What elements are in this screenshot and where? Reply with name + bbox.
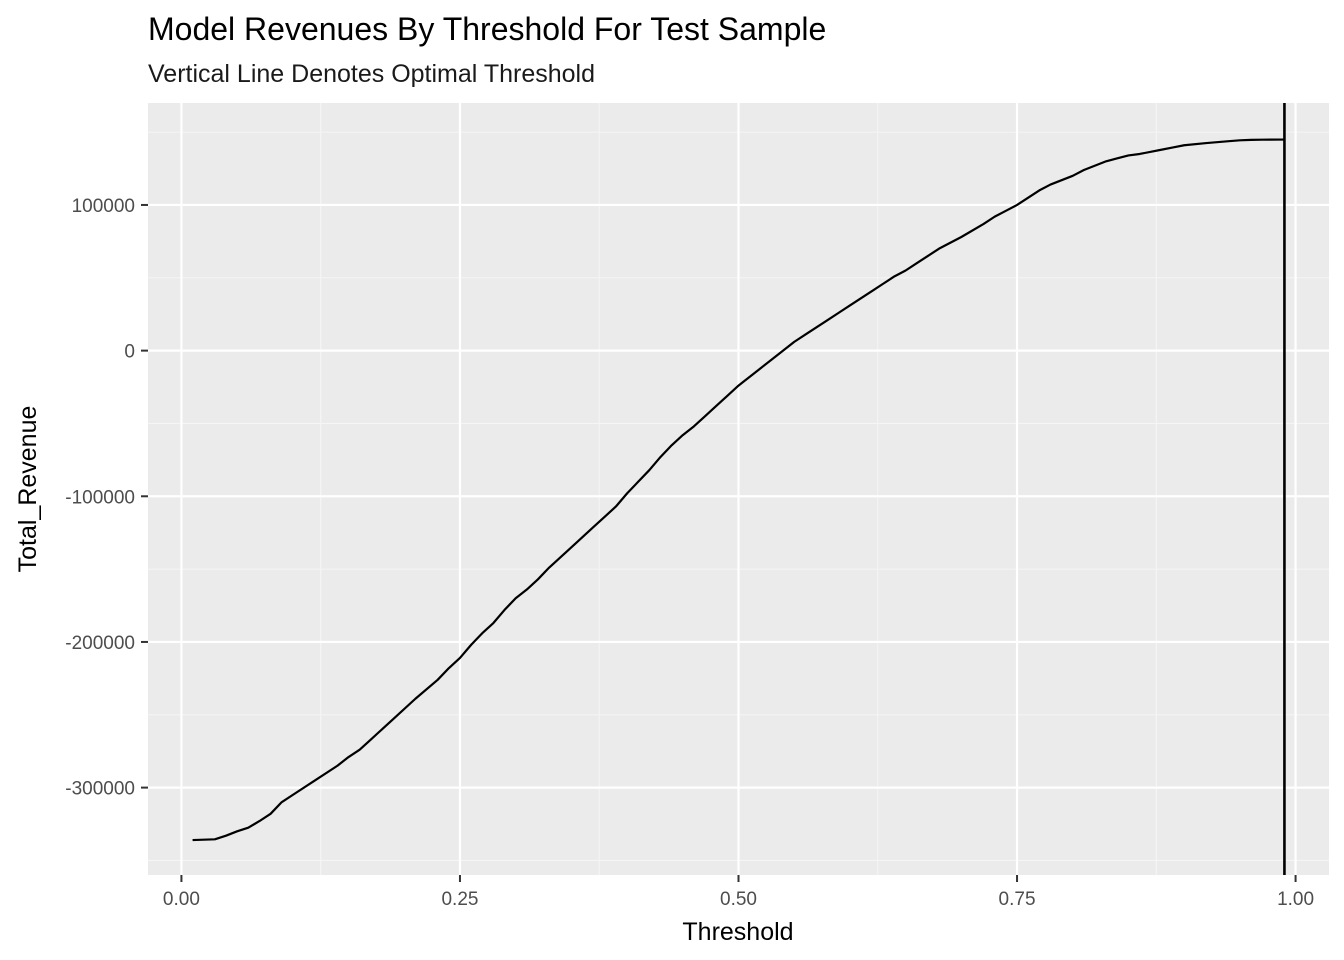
x-tick-label: 0.50 <box>720 889 757 910</box>
y-tick-label: 0 <box>124 342 135 363</box>
y-tick-label: -300000 <box>65 779 135 800</box>
x-tick-label: 0.75 <box>999 889 1036 910</box>
y-axis-ticks: -300000 -200000 -100000 0 100000 <box>65 196 148 800</box>
y-axis-title: Total_Revenue <box>14 406 42 573</box>
y-tick-label: 100000 <box>72 196 135 217</box>
chart-subtitle: Vertical Line Denotes Optimal Threshold <box>148 60 595 88</box>
revenue-series-line <box>192 138 1285 842</box>
x-tick-label: 0.00 <box>163 889 200 910</box>
y-tick-label: -200000 <box>65 633 135 654</box>
x-axis-ticks: 0.00 0.25 0.50 0.75 1.00 <box>163 875 1314 910</box>
x-tick-label: 1.00 <box>1277 889 1314 910</box>
chart-title: Model Revenues By Threshold For Test Sam… <box>148 11 826 47</box>
series-layer <box>192 138 1285 842</box>
major-gridlines <box>148 103 1329 875</box>
x-axis-title: Threshold <box>682 918 793 946</box>
x-tick-label: 0.25 <box>441 889 478 910</box>
y-tick-label: -100000 <box>65 487 135 508</box>
